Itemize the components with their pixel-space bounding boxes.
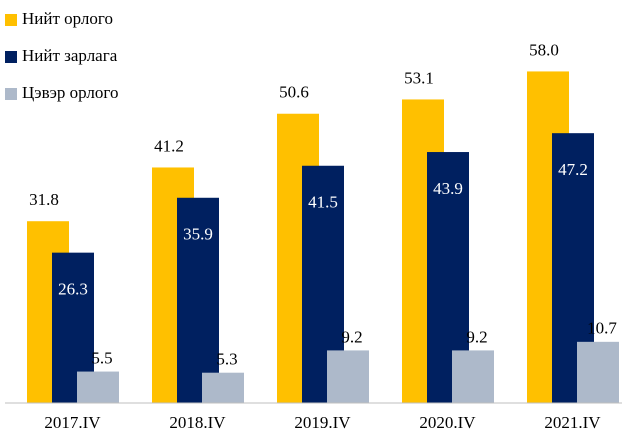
bar — [177, 197, 219, 403]
bar — [327, 350, 369, 403]
bar — [202, 372, 244, 403]
value-label: 53.1 — [404, 68, 434, 87]
value-label: 35.9 — [183, 225, 213, 244]
x-tick-label: 2021.IV — [544, 413, 601, 432]
bar — [577, 341, 619, 403]
value-label: 5.3 — [216, 350, 237, 369]
value-label: 26.3 — [58, 280, 88, 299]
value-label: 31.8 — [29, 190, 59, 209]
value-label: 5.5 — [91, 348, 112, 367]
value-label: 43.9 — [433, 179, 463, 198]
value-label: 47.2 — [558, 160, 588, 179]
x-tick-label: 2019.IV — [294, 413, 351, 432]
legend-label: Нийт орлого — [22, 9, 113, 28]
value-label: 58.0 — [529, 40, 559, 59]
x-tick-label: 2017.IV — [44, 413, 101, 432]
legend-swatch — [5, 88, 17, 100]
legend-label: Нийт зарлага — [22, 46, 118, 65]
value-label: 41.2 — [154, 136, 184, 155]
x-tick-label: 2020.IV — [419, 413, 476, 432]
value-label: 50.6 — [279, 83, 309, 102]
bar — [452, 350, 494, 403]
legend-swatch — [5, 51, 17, 63]
value-label: 41.5 — [308, 193, 338, 212]
legend-swatch — [5, 14, 17, 26]
value-label: 9.2 — [466, 327, 487, 346]
x-tick-label: 2018.IV — [169, 413, 226, 432]
legend-label: Цэвэр орлого — [22, 83, 118, 102]
value-label: 9.2 — [341, 327, 362, 346]
value-label: 10.7 — [587, 319, 617, 338]
bar — [77, 371, 119, 403]
